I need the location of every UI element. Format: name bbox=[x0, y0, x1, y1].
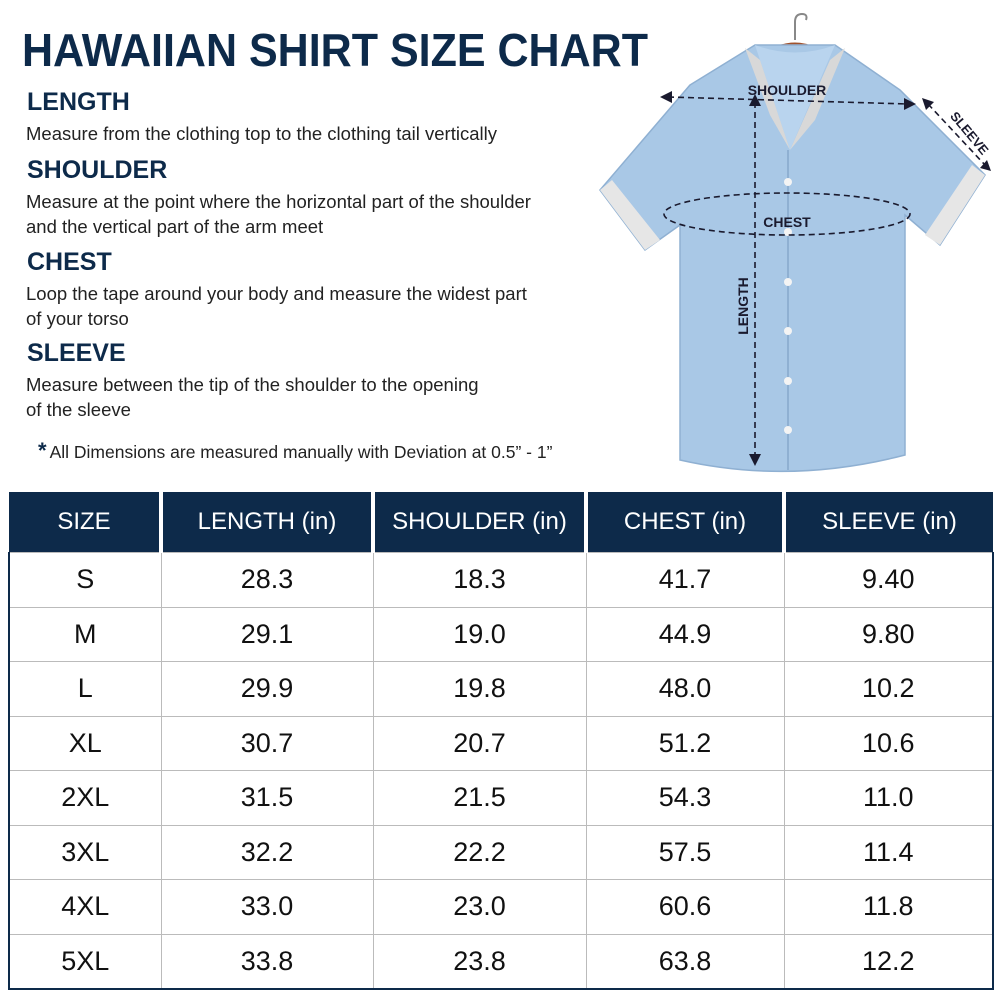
shirt-diagram: SHOULDER SLEEVE CHEST LENGTH bbox=[599, 12, 992, 473]
measure-cell: 19.0 bbox=[372, 606, 587, 662]
measure-cell: 19.8 bbox=[372, 661, 587, 717]
measure-cell: 11.0 bbox=[783, 770, 994, 826]
measure-cell: 18.3 bbox=[372, 552, 587, 608]
title-area: HAWAIIAN SHIRT SIZE CHART bbox=[22, 24, 648, 76]
section-text: Measure between the tip of the shoulder … bbox=[26, 374, 479, 395]
measure-cell: 11.8 bbox=[783, 879, 994, 935]
size-cell: 5XL bbox=[8, 933, 162, 990]
table-row: XL 30.7 20.7 51.2 10.6 bbox=[8, 715, 994, 771]
measure-cell: 44.9 bbox=[585, 606, 785, 662]
measure-cell: 12.2 bbox=[783, 933, 994, 990]
table-row: 3XL 32.2 22.2 57.5 11.4 bbox=[8, 824, 994, 880]
shoulder-label: SHOULDER bbox=[748, 82, 827, 98]
length-label: LENGTH bbox=[735, 277, 751, 335]
column-header: SHOULDER (in) bbox=[371, 492, 588, 553]
table-row: 2XL 31.5 21.5 54.3 11.0 bbox=[8, 770, 994, 826]
size-cell: 2XL bbox=[8, 770, 162, 826]
note: * All Dimensions are measured manually wi… bbox=[38, 438, 552, 464]
size-cell: M bbox=[8, 606, 162, 662]
header-row: SIZE LENGTH (in) SHOULDER (in) CHEST (in) SL… bbox=[9, 492, 993, 553]
table-row: M 29.1 19.0 44.9 9.80 bbox=[8, 606, 994, 662]
section-heading: CHEST bbox=[27, 248, 112, 276]
table-row: L 29.9 19.8 48.0 10.2 bbox=[8, 661, 994, 717]
size-cell: 3XL bbox=[8, 824, 162, 880]
measure-cell: 10.6 bbox=[783, 715, 994, 771]
section-heading: SHOULDER bbox=[27, 156, 168, 184]
measure-cell: 22.2 bbox=[372, 824, 587, 880]
table-body: S 28.3 18.3 41.7 9.40 M 29.1 19.0 44.9 9.80 L 29.9 1… bbox=[8, 552, 994, 990]
section-text: Measure from the clothing top to the clo… bbox=[26, 123, 497, 144]
size-cell: 4XL bbox=[8, 879, 162, 935]
table-row: S 28.3 18.3 41.7 9.40 bbox=[8, 552, 994, 608]
section-text: Measure at the point where the horizonta… bbox=[26, 191, 531, 212]
measure-cell: 29.1 bbox=[160, 606, 374, 662]
measure-cell: 9.80 bbox=[783, 606, 994, 662]
size-cell: S bbox=[8, 552, 162, 608]
measure-cell: 23.8 bbox=[372, 933, 587, 990]
size-cell: XL bbox=[8, 715, 162, 771]
measure-cell: 29.9 bbox=[160, 661, 374, 717]
column-header: CHEST (in) bbox=[584, 492, 786, 553]
measure-cell: 33.0 bbox=[160, 879, 374, 935]
measure-cell: 30.7 bbox=[160, 715, 374, 771]
size-table: SIZE LENGTH (in) SHOULDER (in) CHEST (in) SL… bbox=[8, 492, 994, 990]
section-text: and the vertical part of the arm meet bbox=[26, 216, 324, 237]
section-text: Loop the tape around your body and measu… bbox=[26, 283, 527, 304]
measure-cell: 20.7 bbox=[372, 715, 587, 771]
measure-cell: 9.40 bbox=[783, 552, 994, 608]
section-heading: LENGTH bbox=[27, 88, 130, 116]
measure-cell: 33.8 bbox=[160, 933, 374, 990]
size-cell: L bbox=[8, 661, 162, 717]
table-row: 5XL 33.8 23.8 63.8 12.2 bbox=[8, 933, 994, 990]
measure-cell: 41.7 bbox=[585, 552, 785, 608]
measure-cell: 10.2 bbox=[783, 661, 994, 717]
chest-label: CHEST bbox=[763, 214, 811, 230]
measure-cell: 60.6 bbox=[585, 879, 785, 935]
table-row: 4XL 33.0 23.0 60.6 11.8 bbox=[8, 879, 994, 935]
measure-cell: 32.2 bbox=[160, 824, 374, 880]
column-header: LENGTH (in) bbox=[159, 492, 375, 553]
measure-cell: 48.0 bbox=[585, 661, 785, 717]
column-header: SIZE bbox=[9, 492, 163, 553]
measure-cell: 21.5 bbox=[372, 770, 587, 826]
measure-cell: 57.5 bbox=[585, 824, 785, 880]
measure-cell: 28.3 bbox=[160, 552, 374, 608]
measure-cell: 54.3 bbox=[585, 770, 785, 826]
title: HAWAIIAN SHIRT SIZE CHART bbox=[22, 24, 648, 76]
measure-cell: 63.8 bbox=[585, 933, 785, 990]
section-text: of the sleeve bbox=[26, 399, 131, 420]
measure-cell: 23.0 bbox=[372, 879, 587, 935]
measure-cell: 51.2 bbox=[585, 715, 785, 771]
column-header: SLEEVE (in) bbox=[782, 492, 993, 553]
section-heading: SLEEVE bbox=[27, 339, 126, 367]
section-text: of your torso bbox=[26, 308, 129, 329]
note-text: All Dimensions are measured manually wit… bbox=[49, 442, 553, 462]
asterisk: * bbox=[38, 438, 47, 463]
measure-cell: 31.5 bbox=[160, 770, 374, 826]
measure-cell: 11.4 bbox=[783, 824, 994, 880]
